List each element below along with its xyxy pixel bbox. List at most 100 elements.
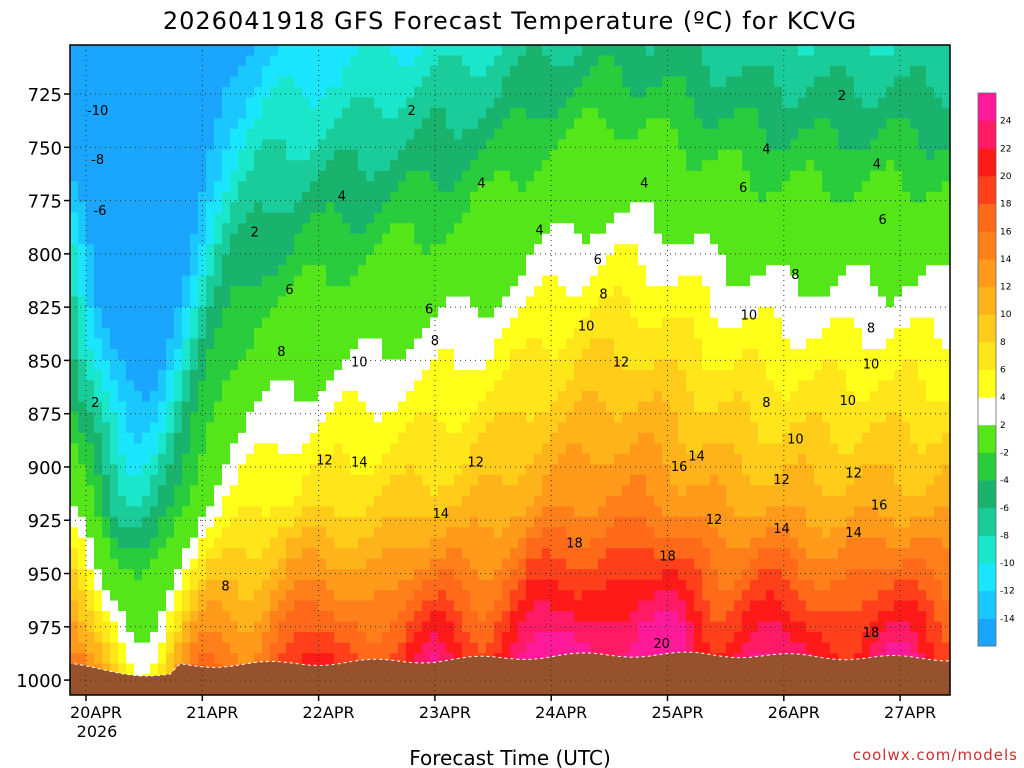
temperature-cell bbox=[518, 349, 527, 361]
temperature-cell bbox=[302, 411, 311, 423]
temperature-cell bbox=[350, 139, 359, 151]
temperature-cell bbox=[470, 474, 479, 486]
temperature-cell bbox=[94, 401, 103, 413]
temperature-cell bbox=[542, 506, 551, 518]
temperature-cell bbox=[286, 600, 295, 612]
temperature-cell bbox=[358, 181, 367, 193]
temperature-cell bbox=[574, 632, 583, 644]
temperature-cell bbox=[142, 328, 151, 340]
temperature-cell bbox=[318, 139, 327, 151]
temperature-cell bbox=[494, 181, 503, 193]
temperature-cell bbox=[94, 212, 103, 224]
temperature-cell bbox=[430, 139, 439, 151]
temperature-cell bbox=[558, 422, 567, 434]
temperature-cell bbox=[78, 349, 87, 361]
temperature-cell bbox=[566, 66, 575, 78]
temperature-cell bbox=[438, 579, 447, 591]
temperature-cell bbox=[326, 653, 335, 665]
temperature-cell bbox=[614, 118, 623, 130]
temperature-cell bbox=[550, 275, 559, 287]
temperature-cell bbox=[574, 401, 583, 413]
temperature-cell bbox=[558, 328, 567, 340]
temperature-cell bbox=[366, 76, 375, 88]
temperature-cell bbox=[342, 401, 351, 413]
temperature-cell bbox=[694, 359, 703, 371]
temperature-cell bbox=[150, 170, 159, 182]
temperature-cell bbox=[534, 349, 543, 361]
temperature-cell bbox=[230, 359, 239, 371]
temperature-cell bbox=[478, 422, 487, 434]
temperature-cell bbox=[622, 149, 631, 161]
temperature-cell bbox=[238, 286, 247, 298]
temperature-cell bbox=[622, 76, 631, 88]
temperature-cell bbox=[454, 338, 463, 350]
temperature-cell bbox=[558, 66, 567, 78]
temperature-cell bbox=[638, 76, 647, 88]
temperature-cell bbox=[86, 202, 95, 214]
temperature-cell bbox=[118, 139, 127, 151]
temperature-cell bbox=[646, 527, 655, 539]
temperature-cell bbox=[390, 380, 399, 392]
temperature-cell bbox=[174, 107, 183, 119]
temperature-cell bbox=[222, 86, 231, 98]
temperature-cell bbox=[558, 569, 567, 581]
temperature-cell bbox=[206, 495, 215, 507]
temperature-cell bbox=[310, 296, 319, 308]
temperature-cell bbox=[510, 411, 519, 423]
temperature-cell bbox=[246, 275, 255, 287]
temperature-cell bbox=[422, 506, 431, 518]
temperature-cell bbox=[278, 76, 287, 88]
temperature-cell bbox=[294, 223, 303, 235]
temperature-cell bbox=[254, 391, 263, 403]
temperature-cell bbox=[118, 359, 127, 371]
temperature-cell bbox=[430, 338, 439, 350]
temperature-cell bbox=[230, 76, 239, 88]
temperature-cell bbox=[198, 432, 207, 444]
temperature-cell bbox=[662, 212, 671, 224]
temperature-cell bbox=[382, 275, 391, 287]
temperature-cell bbox=[110, 328, 119, 340]
temperature-cell bbox=[102, 590, 111, 602]
temperature-cell bbox=[518, 76, 527, 88]
temperature-cell bbox=[326, 76, 335, 88]
temperature-cell bbox=[662, 286, 671, 298]
temperature-cell bbox=[326, 338, 335, 350]
temperature-cell bbox=[270, 411, 279, 423]
temperature-cell bbox=[406, 391, 415, 403]
temperature-cell bbox=[294, 527, 303, 539]
temperature-cell bbox=[422, 45, 431, 57]
temperature-cell bbox=[206, 202, 215, 214]
temperature-cell bbox=[158, 338, 167, 350]
temperature-cell bbox=[246, 45, 255, 57]
temperature-cell bbox=[454, 527, 463, 539]
temperature-cell bbox=[86, 244, 95, 256]
temperature-cell bbox=[342, 139, 351, 151]
temperature-cell bbox=[294, 422, 303, 434]
temperature-cell bbox=[302, 474, 311, 486]
temperature-cell bbox=[350, 642, 359, 654]
temperature-cell bbox=[622, 621, 631, 633]
temperature-cell bbox=[702, 307, 711, 319]
temperature-cell bbox=[590, 128, 599, 140]
temperature-cell bbox=[406, 254, 415, 266]
temperature-cell bbox=[590, 170, 599, 182]
temperature-cell bbox=[702, 66, 711, 78]
temperature-cell bbox=[342, 328, 351, 340]
temperature-cell bbox=[182, 485, 191, 497]
temperature-cell bbox=[558, 338, 567, 350]
temperature-cell bbox=[158, 76, 167, 88]
temperature-cell bbox=[70, 45, 79, 57]
temperature-cell bbox=[438, 569, 447, 581]
temperature-cell bbox=[590, 443, 599, 455]
temperature-cell bbox=[630, 632, 639, 644]
temperature-cell bbox=[686, 495, 695, 507]
temperature-cell bbox=[302, 590, 311, 602]
temperature-cell bbox=[94, 516, 103, 528]
temperature-cell bbox=[526, 107, 535, 119]
temperature-cell bbox=[174, 233, 183, 245]
temperature-cell bbox=[126, 45, 135, 57]
temperature-cell bbox=[182, 380, 191, 392]
temperature-cell bbox=[78, 296, 87, 308]
temperature-cell bbox=[358, 579, 367, 591]
temperature-cell bbox=[238, 590, 247, 602]
